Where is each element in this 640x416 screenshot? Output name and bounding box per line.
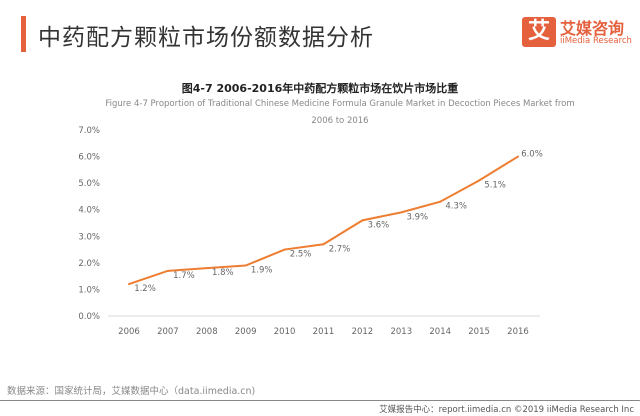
data-point (361, 219, 364, 222)
y-tick-label: 2.0% (78, 259, 100, 269)
data-label: 1.2% (134, 284, 156, 294)
chart-title: 图4-7 2006-2016年中药配方颗粒市场在饮片市场比重 (181, 82, 459, 95)
y-tick-label: 7.0% (78, 126, 100, 136)
data-label: 1.7% (173, 271, 195, 281)
logo: 艾 艾媒咨询 iiMedia Research (522, 17, 634, 51)
x-tick-label: 2012 (352, 327, 374, 337)
data-label: 3.9% (406, 212, 428, 222)
data-point (322, 243, 325, 246)
logo-en: iiMedia Research (560, 36, 632, 46)
x-tick-label: 2015 (468, 327, 490, 337)
x-tick-label: 2011 (313, 327, 335, 337)
chart-subtitle: Figure 4-7 Proportion of Traditional Chi… (105, 99, 575, 126)
data-point (128, 283, 130, 286)
footer-divider (0, 400, 640, 401)
x-tick-label: 2007 (157, 327, 179, 337)
data-label: 4.3% (445, 202, 467, 212)
data-point (244, 264, 247, 267)
x-tick-label: 2008 (196, 327, 218, 337)
page-title: 中药配方颗粒市场份额数据分析 (38, 25, 374, 51)
x-tick-label: 2014 (429, 327, 451, 337)
data-source: 数据来源：国家统计局，艾媒数据中心（data.iimedia.cn) (7, 386, 256, 397)
data-label: 3.6% (368, 220, 390, 230)
series-line (128, 155, 519, 286)
x-tick-label: 2006 (118, 327, 140, 337)
data-label: 1.9% (251, 266, 273, 276)
y-tick-label: 3.0% (78, 232, 100, 242)
data-label: 2.5% (290, 250, 312, 260)
x-tick-label: 2013 (390, 327, 412, 337)
data-label: 5.1% (484, 180, 506, 190)
y-tick-label: 4.0% (78, 206, 100, 216)
data-point (166, 269, 169, 272)
data-point (205, 267, 208, 270)
logo-cn: 艾媒咨询 (560, 19, 625, 38)
title-accent-bar (21, 16, 26, 52)
x-tick-label: 2016 (507, 327, 529, 337)
data-point (439, 200, 442, 203)
logo-mark: 艾 (522, 17, 556, 47)
y-tick-label: 6.0% (78, 153, 100, 163)
data-point (400, 211, 403, 214)
data-label: 2.7% (329, 244, 351, 254)
data-point (478, 179, 481, 182)
x-tick-label: 2009 (235, 327, 257, 337)
y-tick-label: 5.0% (78, 179, 100, 189)
footer: 艾媒报告中心：report.iimedia.cn ©2019 iiMedia R… (379, 405, 634, 415)
data-label: 6.0% (521, 150, 543, 160)
y-tick-label: 0.0% (78, 312, 100, 322)
data-point (283, 248, 286, 251)
y-tick-label: 1.0% (78, 285, 100, 295)
data-label: 1.8% (212, 268, 234, 278)
data-point (517, 155, 519, 158)
x-tick-label: 2010 (274, 327, 296, 337)
